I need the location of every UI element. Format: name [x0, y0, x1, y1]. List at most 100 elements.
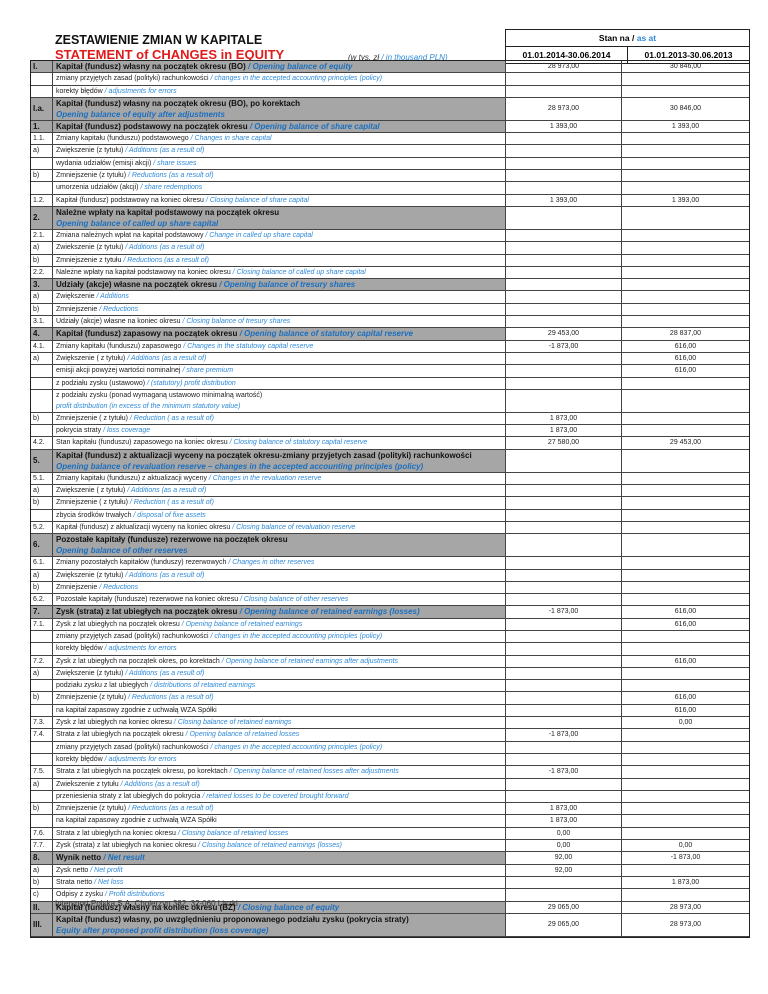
label-pl: Kapitał (fundusz) własny na początek okr…	[56, 62, 246, 71]
value-2013	[622, 643, 749, 654]
row-number: b)	[31, 803, 53, 815]
label-en: / changes in the accepted accounting pri…	[210, 75, 383, 83]
row-number: 4.2.	[31, 437, 53, 449]
value-2013: 28 837,00	[669, 330, 702, 338]
row-label: Zmiana należnych wpłat na kapitał podsta…	[53, 229, 506, 242]
label-pl: Zmniejszenie ( z tytułu)	[56, 414, 128, 422]
table-row: I.a. Kapitał (fundusz) własny na początek…	[31, 97, 749, 121]
value-2014: 1 393,00	[506, 194, 622, 206]
row-label: Zwiększenie (z tytułu) / Additions (as a…	[53, 569, 506, 581]
table-row: pokrycia straty / loss coverage 1 873,00	[31, 425, 749, 438]
row-number: 1.1.	[31, 133, 53, 145]
row-number: 7.4.	[31, 729, 53, 741]
label-en: / Net result	[103, 853, 145, 863]
label-pl: korekty błędów	[56, 87, 103, 95]
value-2014: 1 873,00	[506, 425, 622, 437]
value-2013: 616,00	[674, 342, 697, 350]
row-number: b)	[31, 497, 53, 509]
value-2014: 0,00	[506, 840, 622, 852]
row-label: Zmniejszenie ( z tytułu) / Reduction ( a…	[53, 412, 506, 425]
value-2014	[506, 594, 622, 606]
label-en: / Closing balance of other reserves	[240, 596, 349, 604]
value-2013	[622, 510, 749, 521]
row-number: 6.2.	[31, 594, 53, 606]
table-row: zmiany przyjętych zasad (polityki) rachu…	[31, 630, 749, 644]
title-en: STATEMENT of CHANGES in EQUITY	[55, 47, 285, 62]
table-row: a) Zwiększenie (z tytułu) / Additions (as…	[31, 569, 749, 582]
row-label: wydania udziałów (emisji akcji) / share …	[53, 157, 506, 170]
value-2014	[506, 145, 622, 157]
table-row: 7.4. Strata z lat ubiegłych na początek o…	[31, 729, 749, 742]
row-label: Zwiększenie ( z tytułu) / Additions (as …	[53, 352, 506, 365]
as-at-pl: Stan na /	[598, 33, 635, 43]
label-en: / Additions (as a result of)	[125, 571, 205, 579]
value-2014	[506, 266, 622, 279]
value-2014	[506, 643, 622, 655]
table-row: 3. Udziały (akcje) własne na początek okr…	[31, 279, 749, 292]
row-number: 1.2.	[31, 194, 53, 206]
row-number	[31, 680, 53, 692]
label-en: / Changes in the revaluation reserve	[208, 474, 322, 482]
label-pl: Zmiany kapitału (funduszu) podstawowego	[56, 135, 189, 143]
table-row: 5.1. Zmiany kapitału (funduszu) z aktuali…	[31, 472, 749, 486]
label-en: / Opening balance of retained losses	[185, 731, 300, 739]
value-2013	[622, 865, 749, 876]
label-en: / Opening balance of retained earnings (…	[239, 607, 420, 617]
value-2013	[622, 207, 749, 229]
row-label: Kapitał (fundusz) własny na początek okr…	[53, 97, 506, 120]
row-label: Stan kapitału (funduszu) zapasowego na k…	[53, 437, 506, 449]
value-2014	[506, 534, 622, 557]
value-2013	[622, 485, 749, 496]
label-pl: na kapitał zapasowy zgodnie z uchwałą WZ…	[56, 706, 217, 714]
table-row: 7.1. Zysk z lat ubiegłych na początek okr…	[31, 618, 749, 631]
row-label: Zmniejszenie z tytułu / Reductions (as a…	[53, 254, 506, 266]
row-number: 1.	[31, 120, 53, 133]
table-row: b) Zmniejszenie (z tytułu) / Reductions (…	[31, 170, 749, 183]
row-label: zmiany przyjętych zasad (polityki) rachu…	[53, 741, 506, 753]
value-2013	[622, 145, 749, 156]
table-row: 1. Kapitał (fundusz) podstawowy na począt…	[31, 120, 749, 134]
label-pl: Odpisy z zysku	[56, 891, 104, 899]
row-label: Kapitał (fundusz) z aktualizacji wyceny …	[53, 449, 506, 472]
row-label: Zwiększenie (z tytułu) / Additions (as a…	[53, 667, 506, 680]
table-row: przeniesienia straty z lat ubiegłych do …	[31, 790, 749, 804]
row-label: korekty błędów / adjustments for errors	[53, 643, 506, 655]
row-label: Udziały (akcje) własne na początek okres…	[53, 279, 506, 291]
label-pl: Zmiany kapitału (funduszu) z aktualizacj…	[56, 474, 207, 482]
label-pl: Pozostałe kapitały (fundusze) rezerwowe …	[56, 535, 288, 545]
label-en: / Additions (as a result of)	[125, 244, 205, 252]
value-2014	[506, 753, 622, 766]
row-number	[31, 377, 53, 389]
label-pl: zmiany przyjętych zasad (polityki) rachu…	[56, 743, 209, 751]
label-en: / Change in called up share capital	[205, 231, 313, 239]
value-2014: 1 873,00	[506, 412, 622, 425]
label-en: / disposal of fixe assets	[133, 511, 206, 519]
value-2014	[506, 279, 622, 291]
row-label: Należne wpłaty na kapitał podstawowy na …	[53, 206, 506, 229]
value-2014: -1 873,00	[506, 729, 622, 741]
table-row: a) Zwiększenie ( z tytułu) / Additions (a…	[31, 485, 749, 498]
row-number: a)	[31, 145, 53, 157]
table-row: 8. Wynik netto / Net result 92,00 -1 873,00	[31, 852, 749, 865]
label-pl: Zwiększenie (z tytułu)	[56, 669, 124, 677]
row-number: 5.2.	[31, 521, 53, 534]
value-2014	[506, 73, 622, 85]
table-row: 2. Należne wpłaty na kapitał podstawowy n…	[31, 206, 749, 230]
row-number: a)	[31, 667, 53, 680]
row-label: Zwiększenie / Additions	[53, 291, 506, 303]
value-2013	[622, 390, 749, 412]
row-number: 2.	[31, 206, 53, 229]
label-pl: Zmniejszenie z tytułu	[56, 256, 122, 264]
value-2014	[506, 618, 622, 630]
row-number: b)	[31, 303, 53, 316]
label-pl: Zmniejszenie ( z tytułu)	[56, 499, 128, 507]
value-2013: 616,00	[674, 694, 697, 702]
value-2013: 0,00	[678, 719, 693, 727]
row-label: Kapitał (fundusz) podstawowy na koniec o…	[53, 194, 506, 206]
value-2013	[622, 73, 749, 84]
row-label: zmiany przyjętych zasad (polityki) rachu…	[53, 630, 506, 643]
row-label: Zysk z lat ubiegłych na koniec okresu / …	[53, 717, 506, 729]
row-number: 7.7.	[31, 840, 53, 852]
label-en: / Changes in share capital	[190, 135, 272, 143]
row-number	[31, 704, 53, 717]
